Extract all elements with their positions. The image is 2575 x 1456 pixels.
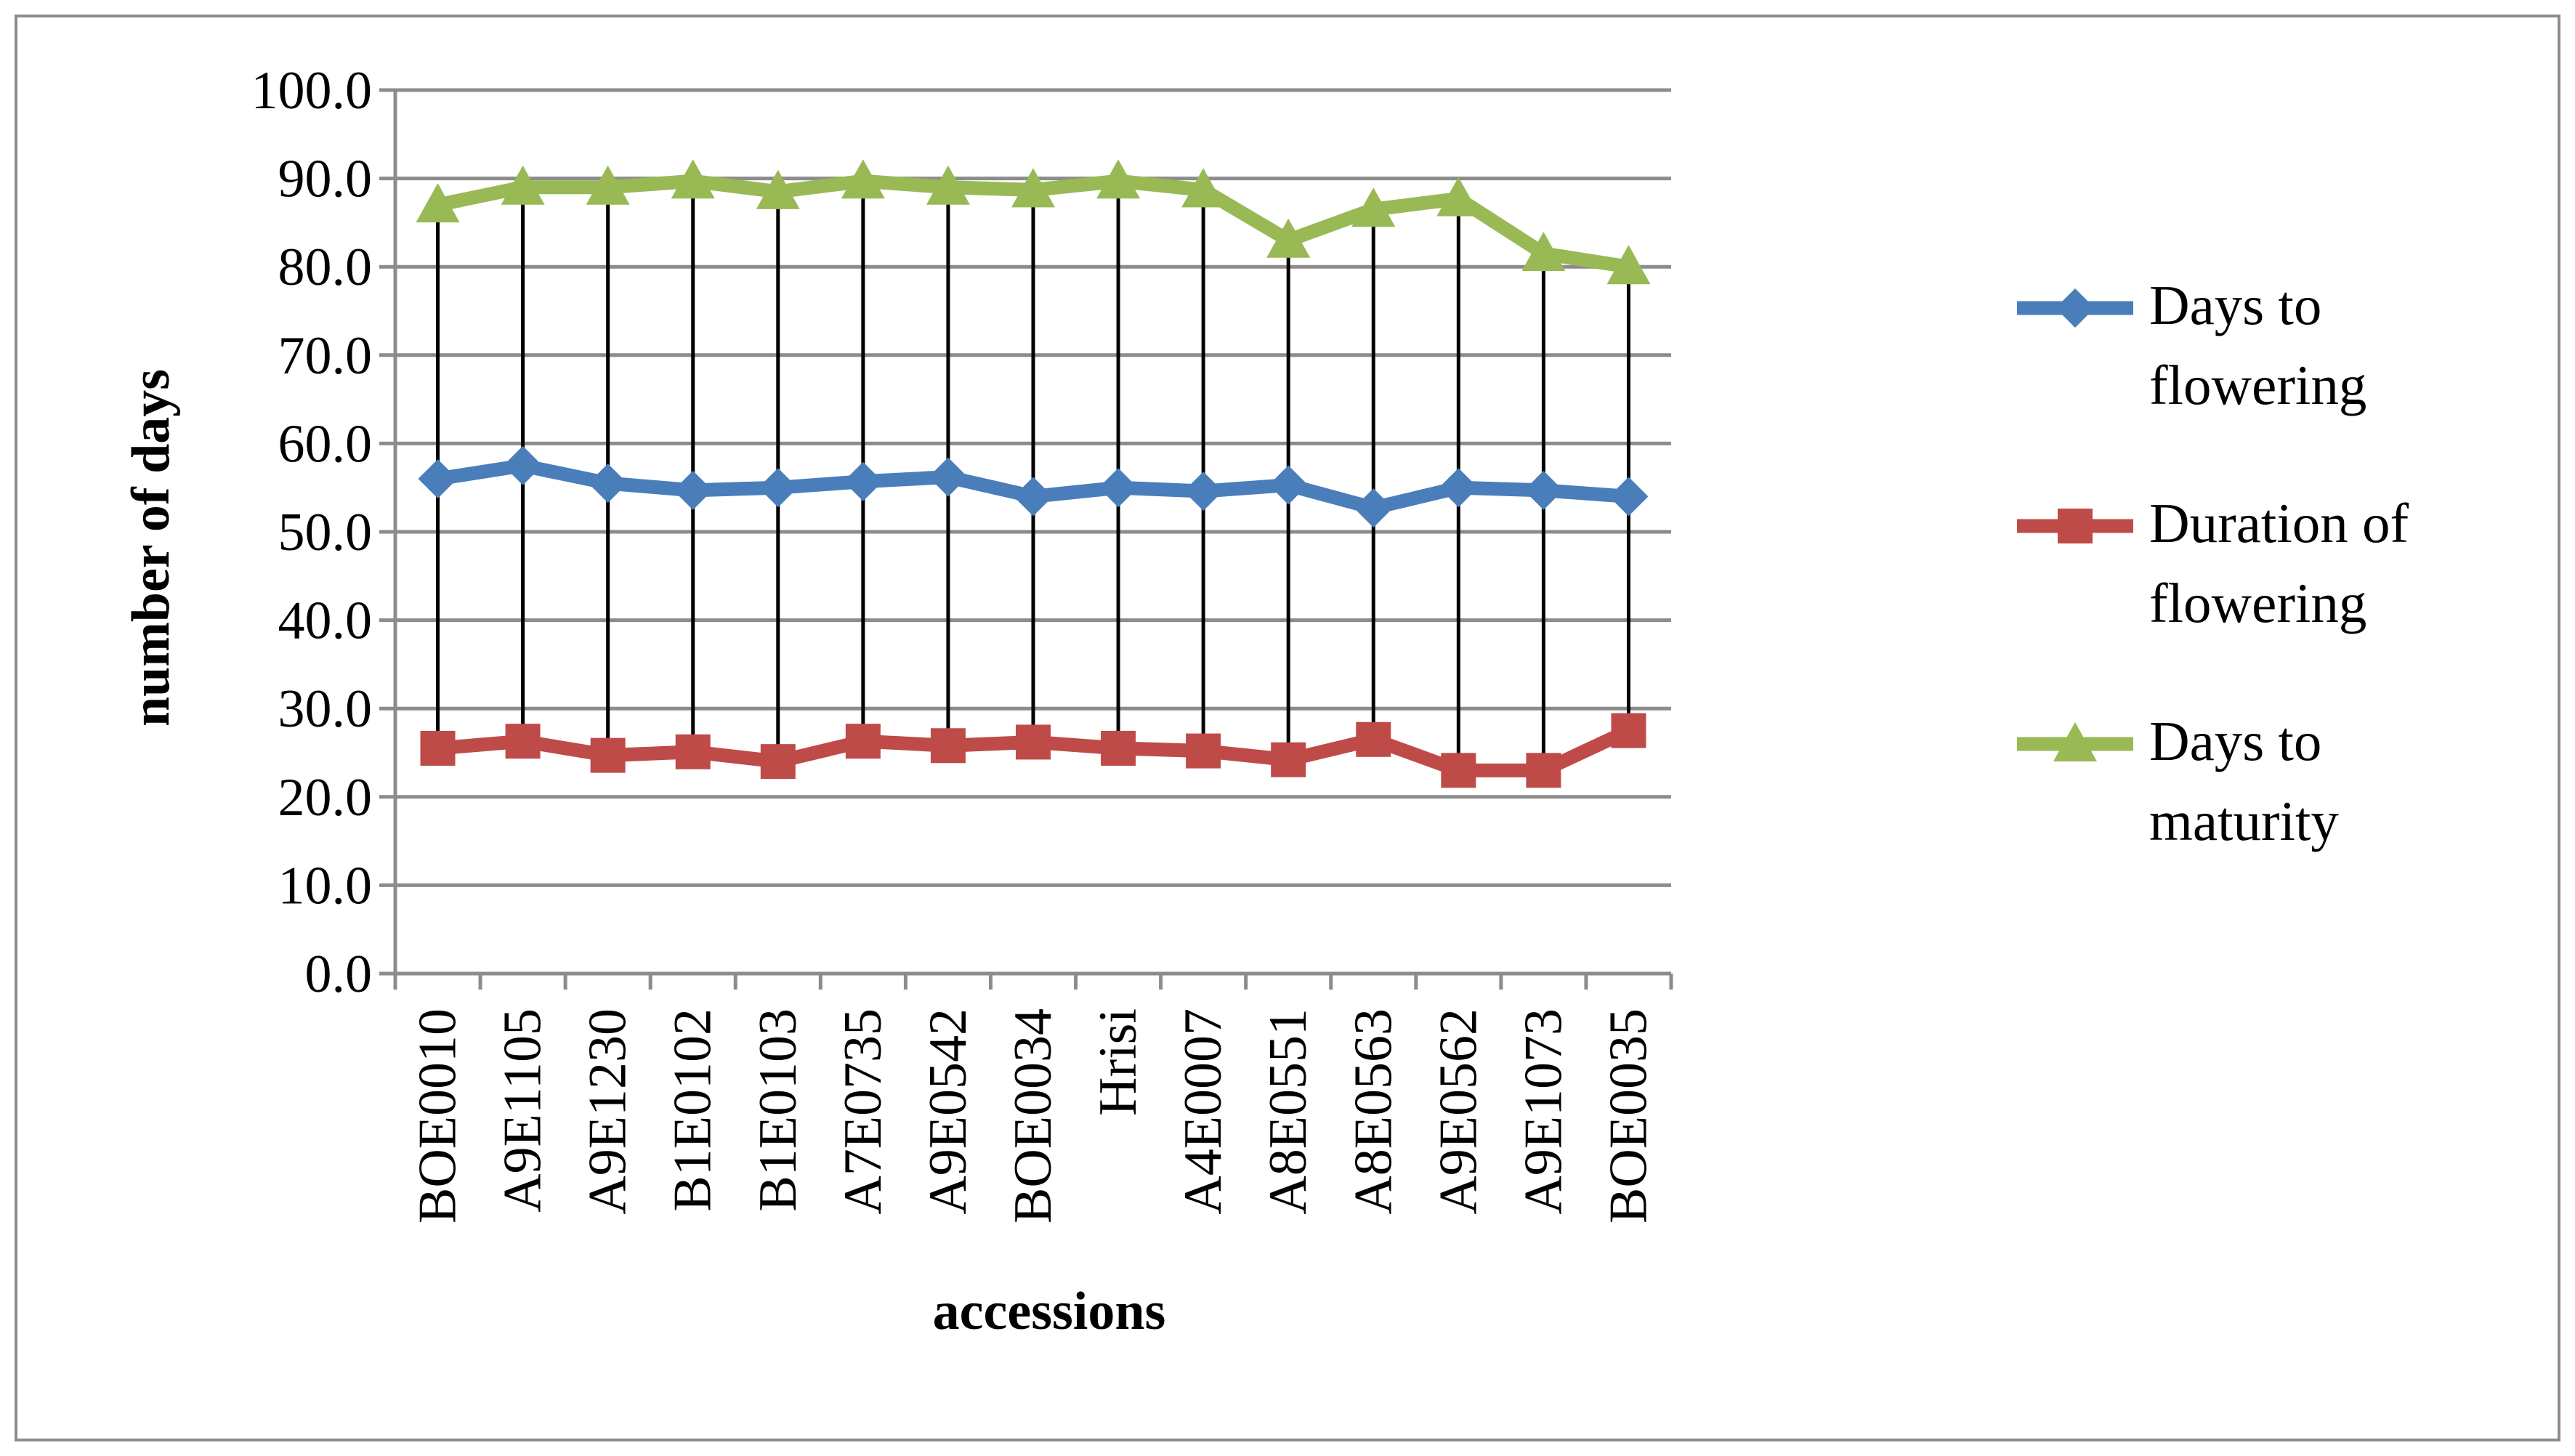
data-point-square — [590, 737, 626, 773]
data-point-square — [1271, 742, 1306, 777]
data-point-square — [845, 724, 881, 759]
y-tick-label: 20.0 — [278, 768, 373, 828]
data-point-diamond — [418, 459, 458, 499]
data-point-diamond — [1099, 468, 1139, 508]
data-point-diamond — [1184, 472, 1224, 511]
data-point-square — [675, 734, 711, 769]
y-tick-label: 40.0 — [278, 591, 373, 651]
data-point-square — [1526, 753, 1561, 788]
data-point-square — [420, 730, 456, 766]
x-tick-label: A8E0563 — [1343, 1008, 1403, 1215]
x-tick-label: A9E1105 — [493, 1008, 553, 1213]
legend-item: Days to maturity — [2017, 710, 2339, 852]
x-tick-label: BOE0034 — [1003, 1008, 1063, 1224]
x-tick-label: A7E0735 — [833, 1008, 893, 1215]
data-point-triangle — [841, 159, 885, 199]
x-tick-labels: BOE0010 A9E1105 A9E1230 B1E0102 B1E0103 A7E07… — [408, 1008, 1659, 1224]
data-point-square — [505, 724, 541, 759]
y-tick-label: 10.0 — [278, 856, 373, 915]
y-axis-title: number of days — [121, 369, 181, 727]
data-point-diamond — [503, 445, 543, 485]
y-tick-labels: 0.0 10.0 20.0 30.0 40.0 50.0 60.0 70.0 80.0 90.0 1… — [251, 61, 373, 1004]
data-point-triangle — [1521, 231, 1566, 271]
data-point-square — [760, 744, 796, 780]
legend-item: Duration of flowering — [2017, 492, 2409, 634]
data-point-square — [1611, 713, 1646, 748]
y-tick-label: 60.0 — [278, 414, 373, 474]
y-tick-label: 0.0 — [305, 945, 373, 1004]
x-tick-label: A9E0542 — [918, 1008, 978, 1215]
y-tick-label: 30.0 — [278, 679, 373, 739]
x-tick-label: A9E1230 — [578, 1008, 638, 1215]
data-point-diamond — [1439, 468, 1479, 508]
data-point-triangle — [501, 165, 545, 205]
y-tick-label: 70.0 — [278, 326, 373, 386]
x-tick-label: A9E0562 — [1428, 1008, 1488, 1215]
line-chart: 0.0 10.0 20.0 30.0 40.0 50.0 60.0 70.0 80.0 90.0 1… — [121, 61, 2409, 1341]
x-tick-label: BOE0035 — [1598, 1008, 1658, 1224]
legend-label: Duration of flowering — [2149, 492, 2409, 634]
data-point-triangle — [926, 165, 970, 205]
legend-label: Days to maturity — [2149, 710, 2339, 852]
data-point-square — [1441, 753, 1476, 788]
legend-marker-square — [2058, 509, 2093, 543]
data-point-triangle — [1606, 245, 1651, 285]
data-point-diamond — [1354, 488, 1394, 528]
legend: Days to flowering Duration of flowering Days… — [2017, 274, 2409, 852]
data-point-square — [1101, 730, 1136, 766]
data-point-diamond — [588, 464, 628, 503]
x-tick-label: B1E0103 — [748, 1008, 808, 1212]
data-point-diamond — [928, 457, 968, 497]
data-point-triangle — [756, 169, 800, 209]
data-point-square — [930, 728, 966, 764]
data-point-diamond — [1524, 470, 1564, 510]
series-layer — [416, 159, 1651, 788]
legend-marker-diamond — [2055, 288, 2095, 328]
data-point-triangle — [1096, 159, 1141, 199]
data-point-triangle — [1351, 187, 1396, 227]
chart-frame: 0.0 10.0 20.0 30.0 40.0 50.0 60.0 70.0 80.0 90.0 1… — [15, 15, 2560, 1441]
data-point-diamond — [758, 468, 798, 508]
data-point-triangle — [416, 183, 460, 223]
y-tick-label: 90.0 — [278, 150, 373, 209]
legend-label: Days to flowering — [2149, 274, 2366, 416]
data-point-diamond — [843, 461, 883, 501]
data-point-triangle — [1266, 218, 1311, 258]
axes — [379, 88, 1673, 990]
data-point-triangle — [1181, 168, 1226, 208]
x-tick-label: Hrisi — [1088, 1008, 1148, 1116]
x-tick-label: BOE0010 — [408, 1008, 468, 1224]
x-tick-label: A9E1073 — [1513, 1008, 1573, 1215]
data-point-triangle — [586, 165, 630, 205]
legend-item: Days to flowering — [2017, 274, 2366, 416]
data-point-diamond — [1014, 477, 1053, 517]
data-point-square — [1016, 724, 1051, 760]
data-point-diamond — [1269, 465, 1309, 505]
data-point-triangle — [1436, 177, 1481, 217]
x-tick-label: A8E0551 — [1258, 1008, 1318, 1215]
data-point-triangle — [671, 159, 715, 199]
data-point-diamond — [1609, 477, 1649, 517]
data-point-triangle — [1011, 168, 1055, 208]
x-axis-title: accessions — [933, 1282, 1166, 1341]
data-point-diamond — [673, 470, 713, 510]
x-tick-label: A4E0007 — [1173, 1008, 1233, 1215]
legend-marker-triangle — [2053, 722, 2097, 761]
data-point-square — [1186, 733, 1221, 769]
data-point-square — [1356, 721, 1391, 757]
y-tick-label: 100.0 — [251, 61, 373, 121]
y-tick-label: 50.0 — [278, 503, 373, 562]
y-tick-label: 80.0 — [278, 238, 373, 297]
x-tick-label: B1E0102 — [663, 1008, 723, 1212]
